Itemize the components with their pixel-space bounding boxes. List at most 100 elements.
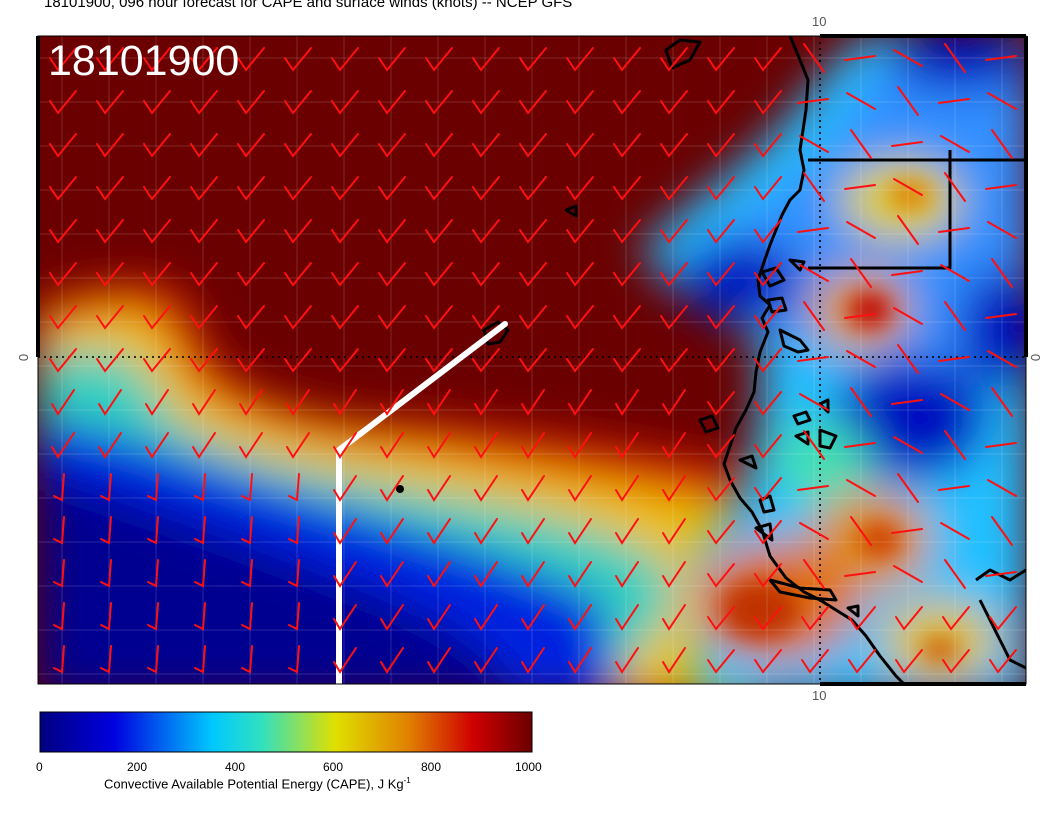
- wind-barb: [891, 141, 923, 147]
- wind-barb: [284, 133, 312, 158]
- wind-barb: [660, 47, 688, 72]
- wind-barb: [944, 559, 966, 589]
- wind-barb: [427, 518, 451, 545]
- wind-barb: [380, 389, 404, 416]
- wind-barb: [474, 647, 498, 674]
- wind-barb: [707, 305, 735, 330]
- wind-barb: [194, 473, 206, 502]
- wind-barb: [938, 356, 970, 362]
- wind-barb: [846, 221, 876, 239]
- wind-barb: [568, 604, 592, 631]
- wind-barb: [940, 393, 970, 411]
- wind-barb: [519, 262, 547, 287]
- wind-barb: [147, 602, 159, 631]
- wind-barb: [284, 90, 312, 115]
- wind-barb: [754, 348, 782, 373]
- wind-barb: [237, 262, 265, 287]
- wind-barb: [754, 391, 782, 416]
- bottom-lon-label: 10: [812, 688, 827, 703]
- wind-barb: [754, 606, 782, 631]
- wind-barb: [662, 561, 686, 588]
- wind-barb: [707, 434, 735, 459]
- wind-barb: [472, 262, 500, 287]
- wind-barb: [241, 559, 253, 588]
- wind-barb: [566, 47, 594, 72]
- wind-barb: [190, 305, 218, 330]
- wind-barb: [850, 387, 872, 417]
- wind-barb: [284, 176, 312, 201]
- wind-barb: [425, 262, 453, 287]
- cape-field: [38, 36, 1026, 684]
- wind-barb: [474, 389, 498, 416]
- wind-barb: [893, 307, 923, 325]
- wind-barb: [98, 389, 122, 416]
- colorbar-tick: 400: [225, 760, 246, 774]
- wind-barb: [143, 219, 171, 244]
- wind-barb: [378, 348, 406, 373]
- wind-barb: [331, 133, 359, 158]
- wind-barb: [519, 133, 547, 158]
- wind-barb: [284, 262, 312, 287]
- wind-barb: [991, 129, 1013, 159]
- wind-barb: [474, 475, 498, 502]
- wind-barb: [519, 47, 547, 72]
- wind-barb: [660, 219, 688, 244]
- wind-barb: [799, 264, 829, 282]
- wind-barb: [754, 176, 782, 201]
- wind-barb: [938, 227, 970, 233]
- wind-barb: [891, 528, 923, 534]
- wind-barb: [190, 262, 218, 287]
- wind-barb: [380, 518, 404, 545]
- wind-barb: [844, 442, 876, 448]
- wind-barb: [237, 133, 265, 158]
- wind-barb: [284, 219, 312, 244]
- wind-barb: [143, 47, 171, 72]
- wind-barb: [194, 559, 206, 588]
- wind-barb: [799, 393, 829, 411]
- wind-barb: [660, 348, 688, 373]
- wind-barb: [613, 90, 641, 115]
- wind-barb: [844, 571, 876, 577]
- wind-barb: [53, 516, 65, 545]
- wind-barb: [519, 305, 547, 330]
- wind-barb: [425, 90, 453, 115]
- wind-barb: [803, 172, 825, 202]
- wind-barb: [474, 561, 498, 588]
- wind-barb: [568, 475, 592, 502]
- wind-barb: [985, 55, 1017, 61]
- wind-barb: [521, 604, 545, 631]
- wind-barb: [897, 86, 919, 116]
- wind-barb: [987, 92, 1017, 110]
- wind-barb: [615, 432, 639, 459]
- wind-barb: [938, 98, 970, 104]
- wind-barb: [660, 133, 688, 158]
- wind-barb: [378, 90, 406, 115]
- wind-barb: [190, 348, 218, 373]
- colorbar-tick: 0: [36, 760, 43, 774]
- wind-barb: [754, 434, 782, 459]
- wind-barb: [147, 473, 159, 502]
- wind-barb: [425, 219, 453, 244]
- wind-barb: [51, 432, 75, 459]
- wind-barb: [707, 47, 735, 72]
- wind-barb: [521, 389, 545, 416]
- wind-barb: [707, 176, 735, 201]
- wind-barb: [707, 348, 735, 373]
- wind-barb: [940, 135, 970, 153]
- wind-barb: [566, 219, 594, 244]
- wind-barb: [754, 520, 782, 545]
- wind-barb: [754, 649, 782, 674]
- wind-barb: [985, 571, 1017, 577]
- wind-barb: [474, 432, 498, 459]
- wind-barb: [519, 176, 547, 201]
- wind-barb: [333, 389, 357, 416]
- wind-barb: [143, 262, 171, 287]
- wind-barb: [380, 475, 404, 502]
- wind-barb: [660, 262, 688, 287]
- wind-barb: [472, 176, 500, 201]
- wind-barb: [989, 606, 1017, 631]
- wind-barb: [707, 563, 735, 588]
- wind-barb: [801, 649, 829, 674]
- wind-barb: [938, 485, 970, 491]
- wind-barb: [846, 92, 876, 110]
